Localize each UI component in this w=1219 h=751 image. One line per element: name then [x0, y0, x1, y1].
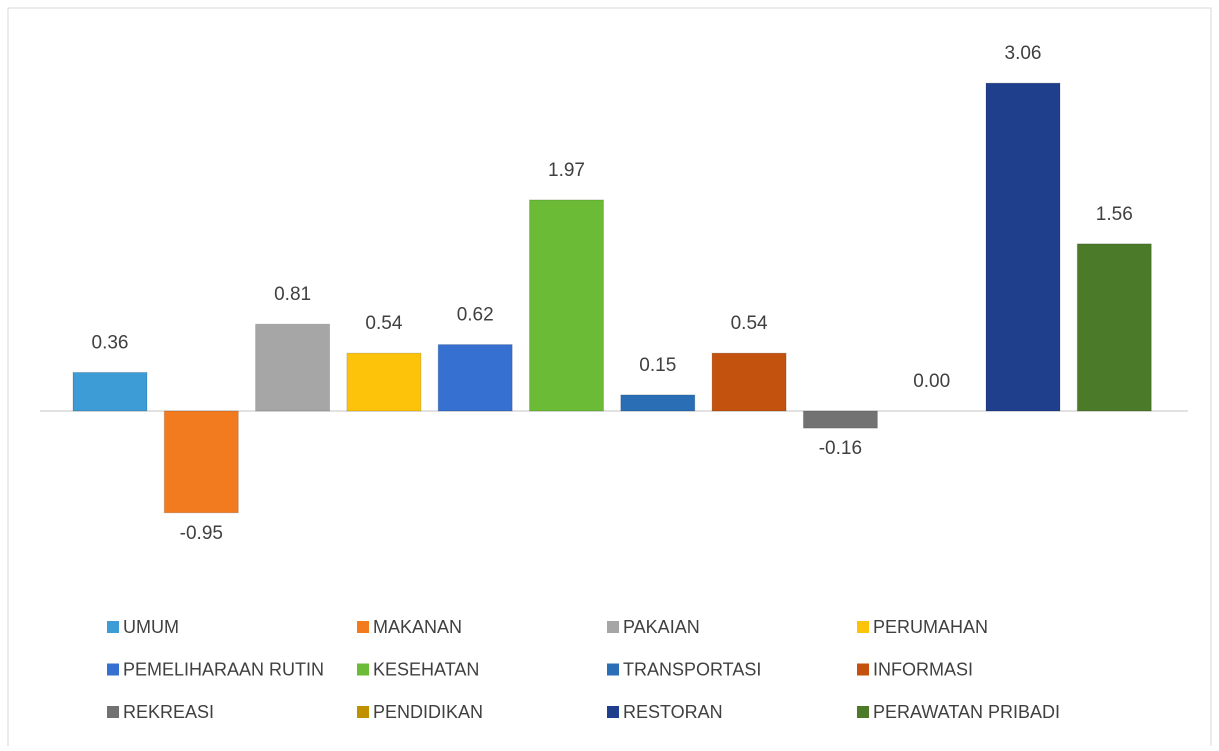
legend-label: KESEHATAN	[373, 660, 479, 680]
legend-label: PENDIDIKAN	[373, 702, 483, 722]
bar	[985, 82, 1061, 412]
bar	[620, 394, 696, 412]
legend-swatch	[107, 706, 119, 718]
bar	[529, 199, 604, 412]
legend-label: TRANSPORTASI	[623, 660, 761, 680]
data-label: 0.54	[365, 313, 402, 334]
legend-label: UMUM	[123, 617, 179, 637]
legend-label: PEMELIHARAAN RUTIN	[123, 660, 324, 680]
legend-swatch	[107, 621, 119, 633]
legend-swatch	[607, 621, 619, 633]
data-label: 1.56	[1096, 204, 1133, 225]
bar	[346, 352, 422, 412]
legend-swatch	[857, 663, 869, 676]
legend-label: MAKANAN	[373, 617, 462, 637]
legend-swatch	[357, 706, 369, 718]
legend-label: PERAWATAN PRIBADI	[873, 702, 1060, 722]
legend-swatch	[107, 663, 119, 676]
legend-label: REKREASI	[123, 702, 214, 722]
legend-swatch	[857, 621, 869, 633]
legend-label: RESTORAN	[623, 702, 723, 722]
data-label: 3.06	[1005, 43, 1042, 64]
legend-swatch	[607, 663, 619, 676]
legend-swatch	[857, 706, 869, 718]
bar	[1076, 243, 1152, 412]
legend-label: PAKAIAN	[623, 617, 700, 637]
data-label: -0.16	[819, 438, 862, 459]
bar	[72, 371, 148, 412]
data-label: 0.54	[731, 313, 768, 334]
data-label: 0.36	[92, 332, 129, 353]
legend-label: INFORMASI	[873, 660, 973, 680]
data-label: 0.62	[457, 305, 494, 326]
data-label: 0.81	[274, 284, 311, 305]
legend-label: PERUMAHAN	[873, 617, 988, 637]
bar	[802, 410, 878, 429]
legend-swatch	[607, 706, 619, 718]
legend-swatch	[357, 663, 369, 676]
bar	[711, 352, 787, 412]
data-label: 0.00	[913, 371, 950, 392]
legend-swatch	[357, 621, 369, 633]
data-label: -0.95	[180, 523, 223, 544]
bar	[255, 323, 331, 412]
bar	[163, 410, 239, 514]
data-label: 0.15	[639, 355, 676, 376]
data-label: 1.97	[548, 160, 585, 181]
bar	[437, 344, 513, 412]
